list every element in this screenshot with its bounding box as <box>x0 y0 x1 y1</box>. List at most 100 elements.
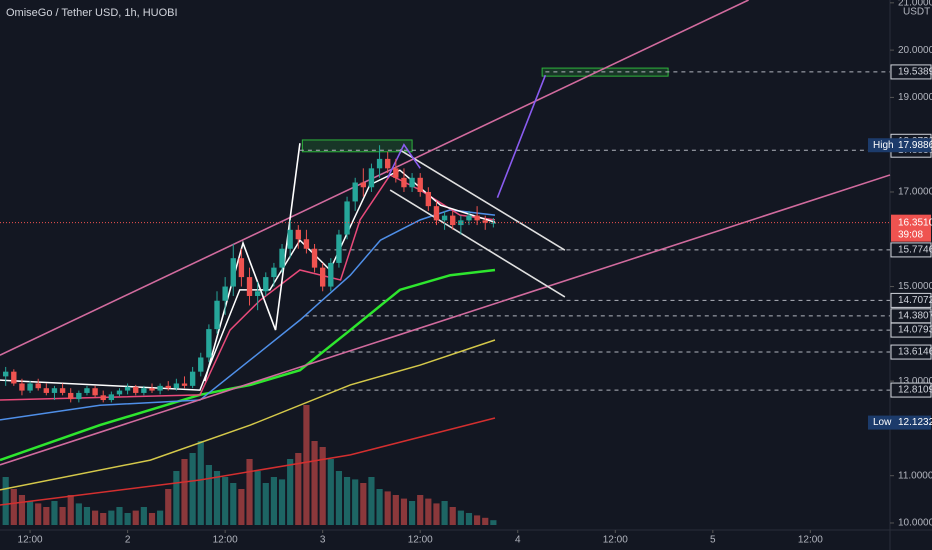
volume-bar <box>181 459 188 525</box>
candle-body <box>157 385 163 391</box>
candle-body <box>474 215 480 221</box>
volume-bar <box>116 507 123 525</box>
level-label: 15.7746 <box>898 245 932 256</box>
y-tick-label: 10.0000 <box>898 518 932 529</box>
volume-bar <box>400 498 408 525</box>
candle-body <box>149 388 155 391</box>
candle-body <box>409 177 415 188</box>
moving-average <box>0 339 496 491</box>
candle-body <box>84 388 90 393</box>
volume-bar <box>132 510 139 525</box>
volume-bar <box>287 459 294 525</box>
y-tick-label: 13.0000 <box>898 376 932 387</box>
y-tick-label: 15.0000 <box>898 281 932 292</box>
trend-line <box>0 174 891 466</box>
candle-body <box>222 286 228 301</box>
x-tick-label: 3 <box>320 535 326 546</box>
candle-body <box>198 357 204 372</box>
volume-bar <box>197 441 204 525</box>
candle-body <box>311 248 318 268</box>
volume-bar <box>59 507 66 525</box>
volume-bar <box>189 453 196 525</box>
candle-body <box>189 371 196 386</box>
candle-body <box>352 182 358 202</box>
candle-body <box>141 388 147 393</box>
volume-bar <box>311 441 318 525</box>
volume-bar <box>238 489 245 525</box>
high-tag <box>868 138 931 153</box>
volume-bar <box>124 513 131 525</box>
candle-body <box>344 201 350 235</box>
volume-bar <box>213 471 221 525</box>
volume-bar <box>67 495 74 525</box>
high-label: High <box>873 140 894 151</box>
target-box <box>301 139 413 153</box>
volume-bar <box>408 501 416 525</box>
volume-bar <box>368 477 375 525</box>
volume-bar <box>83 507 91 525</box>
candle-body <box>393 168 399 178</box>
volume-bar <box>26 501 34 525</box>
candle-body <box>360 182 366 188</box>
candle-body <box>425 191 432 207</box>
volume-bar <box>157 510 164 525</box>
low-tag <box>868 415 931 430</box>
volume-bar <box>35 503 42 525</box>
volume-bar <box>254 471 261 525</box>
volume-bar <box>108 510 115 525</box>
volume-bar <box>205 465 212 525</box>
volume-bar <box>165 489 172 525</box>
candle-body <box>254 291 261 297</box>
level-tag <box>890 64 932 80</box>
candle-body <box>230 258 236 287</box>
volume-bar <box>43 507 50 525</box>
volume-bar <box>360 483 367 525</box>
level-tag <box>890 322 932 338</box>
volume-bar <box>230 483 237 525</box>
candle-body <box>238 258 245 278</box>
volume-bar <box>148 513 156 525</box>
trend-line <box>399 149 566 251</box>
level-label: 14.3807 <box>898 310 932 321</box>
candle-body <box>76 392 82 400</box>
candle-body <box>441 215 448 221</box>
candle-body <box>450 215 456 226</box>
volume-bar <box>490 520 497 525</box>
trend-line <box>496 74 547 198</box>
candle-body <box>35 383 41 389</box>
candle-body <box>417 177 423 192</box>
volume-bar <box>75 503 82 525</box>
candle-body <box>328 262 334 287</box>
trend-line <box>0 0 749 356</box>
candle-body <box>319 267 326 287</box>
level-label: 12.8109 <box>898 385 932 396</box>
volume-bar <box>384 491 391 525</box>
candle-body <box>116 390 123 395</box>
level-label: 14.7072 <box>898 295 932 306</box>
candle-body <box>303 239 310 249</box>
level-label: 13.6146 <box>898 347 932 358</box>
candle-body <box>401 177 407 188</box>
volume-bar <box>343 477 351 525</box>
volume-bar <box>457 510 464 525</box>
candle-body <box>466 215 472 221</box>
volume-bar <box>327 459 334 525</box>
volume-bar <box>303 405 310 525</box>
x-tick-label: 12:00 <box>408 535 433 546</box>
x-tick-label: 2 <box>125 535 131 546</box>
high-value: 17.9886 <box>898 140 932 151</box>
volume-bar <box>140 507 147 525</box>
candle-body <box>51 388 58 393</box>
volume-bar <box>376 489 383 525</box>
volume-bar <box>270 477 277 525</box>
candle-body <box>92 388 98 396</box>
y-tick-label: 19.0000 <box>898 92 932 103</box>
candle-body <box>214 300 220 330</box>
last-price-tag <box>891 214 931 242</box>
volume-bar <box>18 495 26 525</box>
volume-bar <box>222 477 229 525</box>
volume-bar <box>51 501 58 525</box>
candle-body <box>490 222 497 224</box>
